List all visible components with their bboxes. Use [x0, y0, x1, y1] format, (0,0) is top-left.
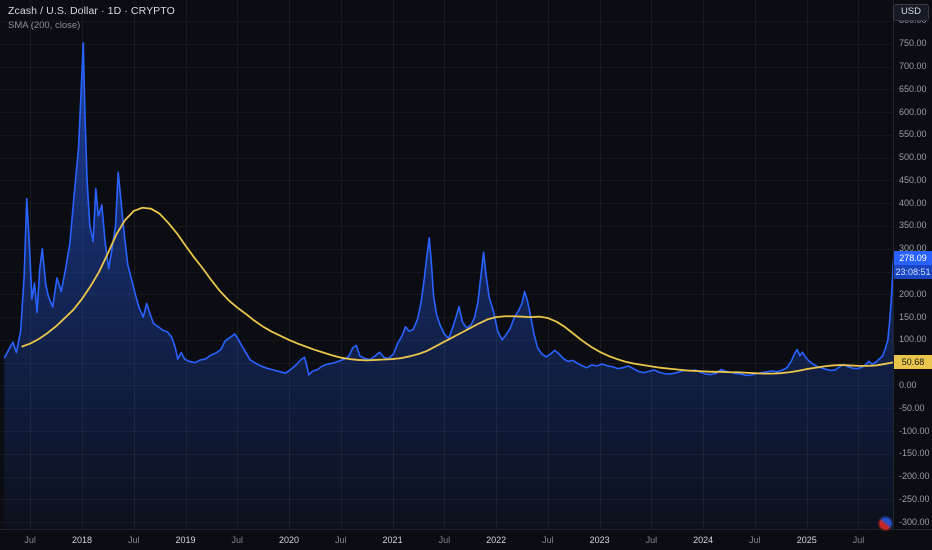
price-tick-label: 650.00: [899, 83, 927, 94]
price-chart-canvas[interactable]: [0, 0, 893, 529]
sma-value-badge: 50.68: [894, 354, 932, 369]
bar-countdown-badge: 23:08:51: [894, 265, 932, 280]
price-tick-label: -50.00: [899, 402, 925, 413]
price-tick-label: 550.00: [899, 129, 927, 140]
time-tick-label: 2025: [796, 535, 817, 545]
price-tick-label: -100.00: [899, 425, 930, 436]
price-tick-label: -250.00: [899, 493, 930, 504]
price-tick-label: 450.00: [899, 174, 927, 185]
price-tick-label: 700.00: [899, 61, 927, 72]
time-tick-label: 2021: [382, 535, 403, 545]
price-tick-label: 200.00: [899, 288, 927, 299]
price-tick-label: 300.00: [899, 243, 927, 254]
price-tick-label: 750.00: [899, 38, 927, 49]
time-tick-label: Jul: [438, 535, 451, 545]
time-tick-label: 2020: [279, 535, 300, 545]
time-tick-label: Jul: [749, 535, 761, 545]
time-tick-label: Jul: [24, 535, 36, 545]
time-tick-label: Jul: [645, 535, 658, 545]
time-tick-label: Jul: [127, 535, 140, 545]
market-status-icon[interactable]: [878, 516, 893, 531]
time-axis[interactable]: Jul 2018 Jul 2019 Jul 2020 Jul 2021 Jul 2022 Jul 20…: [0, 529, 932, 550]
price-tick-label: 350.00: [899, 220, 927, 231]
price-tick-label: 400.00: [899, 197, 927, 208]
price-tick-label: -300.00: [899, 516, 930, 527]
indicator-legend-sma[interactable]: SMA (200, close): [8, 20, 81, 31]
last-price-badge: 278.09: [894, 251, 932, 266]
chart-legend: Zcash / U.S. Dollar · 1D · CRYPTO SMA (2…: [8, 5, 175, 31]
price-tick-label: -150.00: [899, 448, 930, 459]
time-tick-label: Jul: [542, 535, 554, 545]
price-tick-label: 100.00: [899, 334, 927, 345]
time-tick-label: Jul: [852, 535, 865, 545]
symbol-title[interactable]: Zcash / U.S. Dollar · 1D · CRYPTO: [8, 5, 175, 17]
price-tick-label: 0.00: [899, 379, 917, 390]
time-tick-label: Jul: [231, 535, 244, 545]
time-tick-label: 2019: [175, 535, 196, 545]
time-tick-label: Jul: [335, 535, 347, 545]
time-tick-label: 2022: [486, 535, 507, 545]
time-tick-label: 2018: [71, 535, 92, 545]
price-tick-label: 500.00: [899, 152, 927, 163]
time-tick-label: 2023: [589, 535, 610, 545]
price-tick-label: 150.00: [899, 311, 927, 322]
currency-toggle-button[interactable]: USD: [892, 4, 929, 21]
price-tick-label: -200.00: [899, 471, 930, 482]
price-tick-label: 600.00: [899, 106, 927, 117]
time-tick-label: 2024: [693, 535, 714, 545]
